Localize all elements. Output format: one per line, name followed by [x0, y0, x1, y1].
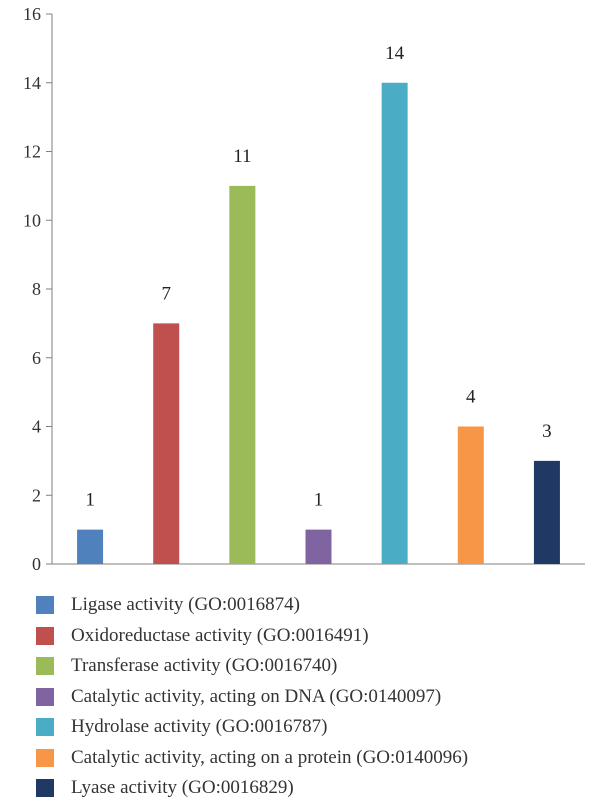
legend-label: Hydrolase activity (GO:0016787) — [71, 716, 328, 738]
legend-swatch — [36, 596, 54, 615]
legend: Ligase activity (GO:0016874) Oxidoreducta… — [36, 590, 468, 804]
y-tick-label: 16 — [23, 4, 41, 24]
y-tick-label: 4 — [32, 417, 41, 437]
bar-2 — [153, 323, 180, 564]
legend-item: Catalytic activity, acting on a protein … — [36, 743, 468, 774]
bar-4 — [305, 529, 332, 564]
legend-label: Ligase activity (GO:0016874) — [71, 594, 301, 616]
bar-7 — [533, 460, 560, 564]
bar-6 — [457, 426, 484, 564]
legend-item: Hydrolase activity (GO:0016787) — [36, 712, 468, 743]
legend-item: Lyase activity (GO:0016829) — [36, 773, 468, 804]
legend-item: Ligase activity (GO:0016874) — [36, 590, 468, 621]
bar-5 — [381, 82, 408, 564]
data-label-4: 1 — [314, 490, 324, 511]
legend-swatch — [36, 718, 54, 737]
bar-1 — [77, 529, 104, 564]
y-tick-label: 0 — [32, 554, 41, 574]
data-label-2: 7 — [161, 283, 171, 304]
legend-label: Catalytic activity, acting on DNA (GO:01… — [71, 685, 442, 707]
bar-3 — [229, 185, 256, 564]
data-label-7: 3 — [542, 421, 552, 442]
y-tick-label: 14 — [23, 73, 41, 93]
data-label-6: 4 — [466, 387, 476, 408]
y-tick-label: 10 — [23, 210, 41, 230]
y-tick-label: 8 — [32, 279, 41, 299]
legend-swatch — [36, 657, 54, 676]
legend-swatch — [36, 687, 54, 706]
legend-label: Lyase activity (GO:0016829) — [71, 777, 294, 799]
y-tick-label: 6 — [32, 348, 41, 368]
y-tick-label: 2 — [32, 485, 41, 505]
data-label-1: 1 — [85, 490, 95, 511]
legend-item: Catalytic activity, acting on DNA (GO:01… — [36, 682, 468, 713]
legend-label: Catalytic activity, acting on a protein … — [71, 746, 469, 768]
data-label-5: 14 — [385, 43, 405, 64]
legend-label: Transferase activity (GO:0016740) — [71, 655, 338, 677]
data-label-3: 11 — [233, 146, 251, 167]
legend-label: Oxidoreductase activity (GO:0016491) — [71, 624, 369, 646]
bars — [77, 82, 560, 564]
legend-item: Oxidoreductase activity (GO:0016491) — [36, 621, 468, 652]
legend-swatch — [36, 626, 54, 645]
y-tick-label: 12 — [23, 142, 41, 162]
legend-swatch — [36, 779, 54, 798]
legend-swatch — [36, 748, 54, 767]
legend-item: Transferase activity (GO:0016740) — [36, 651, 468, 682]
